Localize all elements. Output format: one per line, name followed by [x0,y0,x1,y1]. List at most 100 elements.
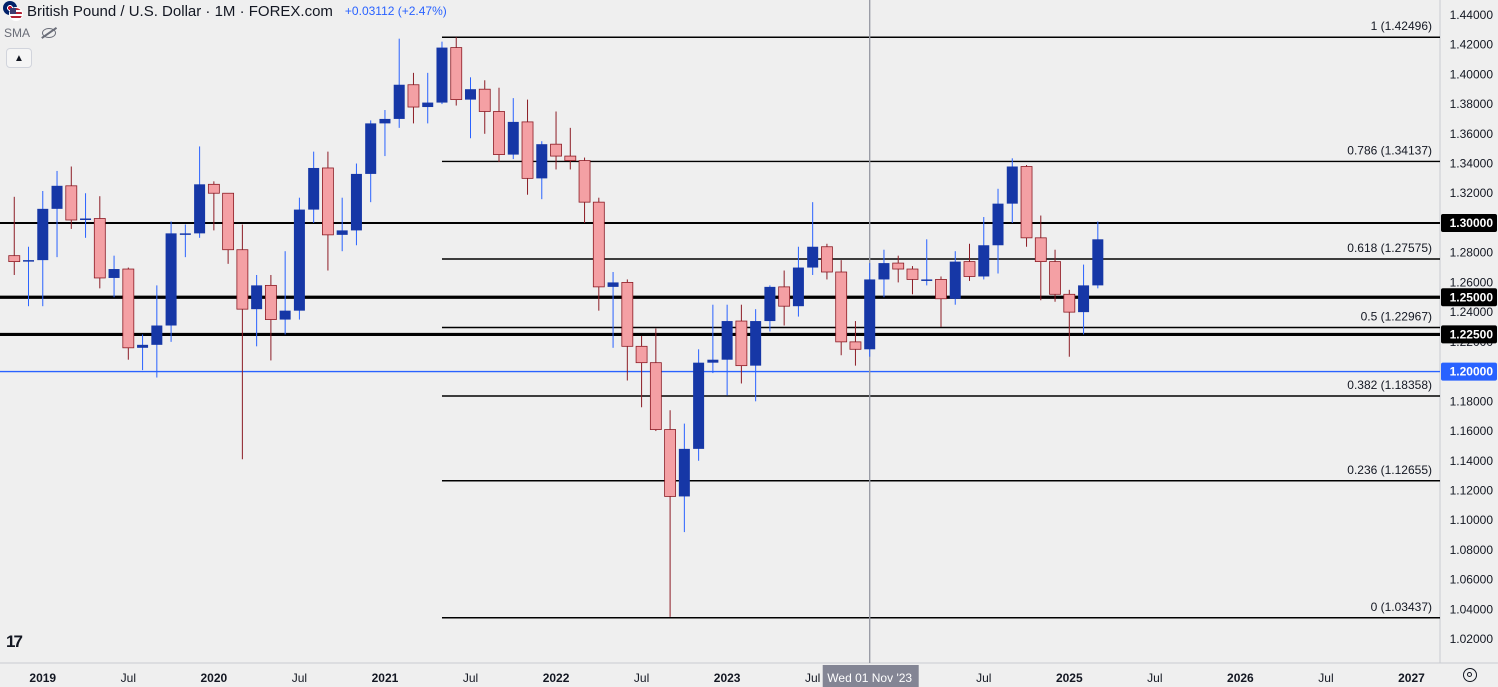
candle-body[interactable] [122,268,135,349]
candle-body[interactable] [792,267,804,307]
candle-body[interactable] [935,279,947,300]
y-tick-label: 1.32000 [1450,186,1494,200]
crosshair-time-tag [822,665,919,687]
eye-off-icon[interactable] [42,28,57,38]
candle-body[interactable] [108,269,120,278]
candle-body[interactable] [921,279,933,281]
fib-level-label: 0.5 (1.22967) [1361,309,1432,323]
candle-body[interactable] [51,185,63,209]
candle-body[interactable] [436,47,448,103]
fib-level-label: 0.236 (1.12655) [1347,463,1432,477]
candle-body[interactable] [592,201,605,288]
candle-body[interactable] [450,47,463,101]
candle-body[interactable] [735,320,748,367]
candle-body[interactable] [478,88,491,112]
candle-body[interactable] [393,84,405,119]
candle-body[interactable] [750,321,762,366]
candle-body[interactable] [137,344,149,348]
candle-body[interactable] [336,230,348,235]
candle-body[interactable] [65,185,78,221]
candle-body[interactable] [222,192,235,251]
candle-body[interactable] [1063,293,1076,313]
candle-body[interactable] [892,262,905,270]
candle-body[interactable] [550,143,562,157]
y-tick-label: 1.24000 [1450,305,1494,319]
candle-body[interactable] [992,203,1004,246]
candle-body[interactable] [621,282,634,347]
candle-body[interactable] [721,321,733,360]
candle-body[interactable] [635,345,648,364]
candle-body[interactable] [607,282,619,287]
candle-body[interactable] [1078,285,1090,313]
candle-body[interactable] [678,448,690,497]
y-tick-label: 1.10000 [1450,513,1494,527]
candle-body[interactable] [778,286,791,307]
candle-body[interactable] [664,429,676,497]
candle-body[interactable] [835,271,848,343]
candle-body[interactable] [37,208,49,261]
candle-body[interactable] [963,261,976,277]
candle-body[interactable] [564,155,577,161]
candle-body[interactable] [949,261,961,299]
collapse-legend-button[interactable]: ▲ [6,48,32,68]
candle-body[interactable] [279,310,291,320]
candle-body[interactable] [1006,166,1018,204]
candle-body[interactable] [464,89,476,100]
candle-body[interactable] [236,249,249,310]
indicator-row[interactable]: SMA [4,26,57,40]
candle-body[interactable] [80,218,92,221]
candle-body[interactable] [365,123,377,174]
candle-body[interactable] [1020,166,1033,239]
price-level-tag[interactable] [1441,288,1497,307]
candle-body[interactable] [8,255,21,263]
candle-body[interactable] [507,121,519,155]
candle-body[interactable] [350,173,362,231]
candle-body[interactable] [379,118,391,124]
candle-body[interactable] [1049,261,1061,295]
candle-body[interactable] [322,167,334,236]
candle-body[interactable] [807,246,819,268]
x-tick-label: 2022 [543,671,570,685]
candle-body[interactable] [251,285,263,310]
settings-icon[interactable] [1463,668,1477,682]
candle-body[interactable] [493,111,505,155]
candle-body[interactable] [978,245,990,277]
candle-body[interactable] [849,341,862,350]
price-level-tag[interactable] [1441,325,1497,344]
candle-body[interactable] [293,209,305,311]
candle-body[interactable] [151,325,163,345]
candle-body[interactable] [23,260,35,262]
candle-body[interactable] [308,167,320,210]
tradingview-logo-icon[interactable]: 17 [6,632,23,651]
y-tick-label: 1.12000 [1450,483,1494,497]
price-level-tag[interactable] [1441,213,1497,232]
candle-body[interactable] [521,121,534,179]
candle-body[interactable] [264,284,277,320]
candle-body[interactable] [207,183,220,194]
candle-body[interactable] [864,279,876,350]
candle-body[interactable] [649,362,662,430]
candle-body[interactable] [407,84,420,108]
candle-body[interactable] [578,160,591,203]
candle-body[interactable] [693,362,705,449]
price-axis[interactable] [1440,0,1498,687]
candle-body[interactable] [878,263,890,280]
candle-body[interactable] [1092,239,1104,286]
y-tick-label: 1.02000 [1450,632,1494,646]
candle-body[interactable] [194,184,206,234]
candle-body[interactable] [1034,237,1047,263]
price-level-tag-label: 1.30000 [1450,216,1494,230]
candle-body[interactable] [165,233,177,326]
candle-body[interactable] [764,286,776,322]
candle-body[interactable] [422,102,434,108]
candle-body[interactable] [179,233,191,235]
symbol-title[interactable]: British Pound / U.S. Dollar · 1M · FOREX… [27,2,333,20]
candle-body[interactable] [821,246,833,273]
candle-body[interactable] [93,218,106,279]
candle-body[interactable] [906,268,919,280]
price-level-tag[interactable] [1441,362,1497,381]
candle-body[interactable] [707,359,719,363]
candle-body[interactable] [536,144,548,179]
indicator-label[interactable]: SMA [4,26,31,40]
